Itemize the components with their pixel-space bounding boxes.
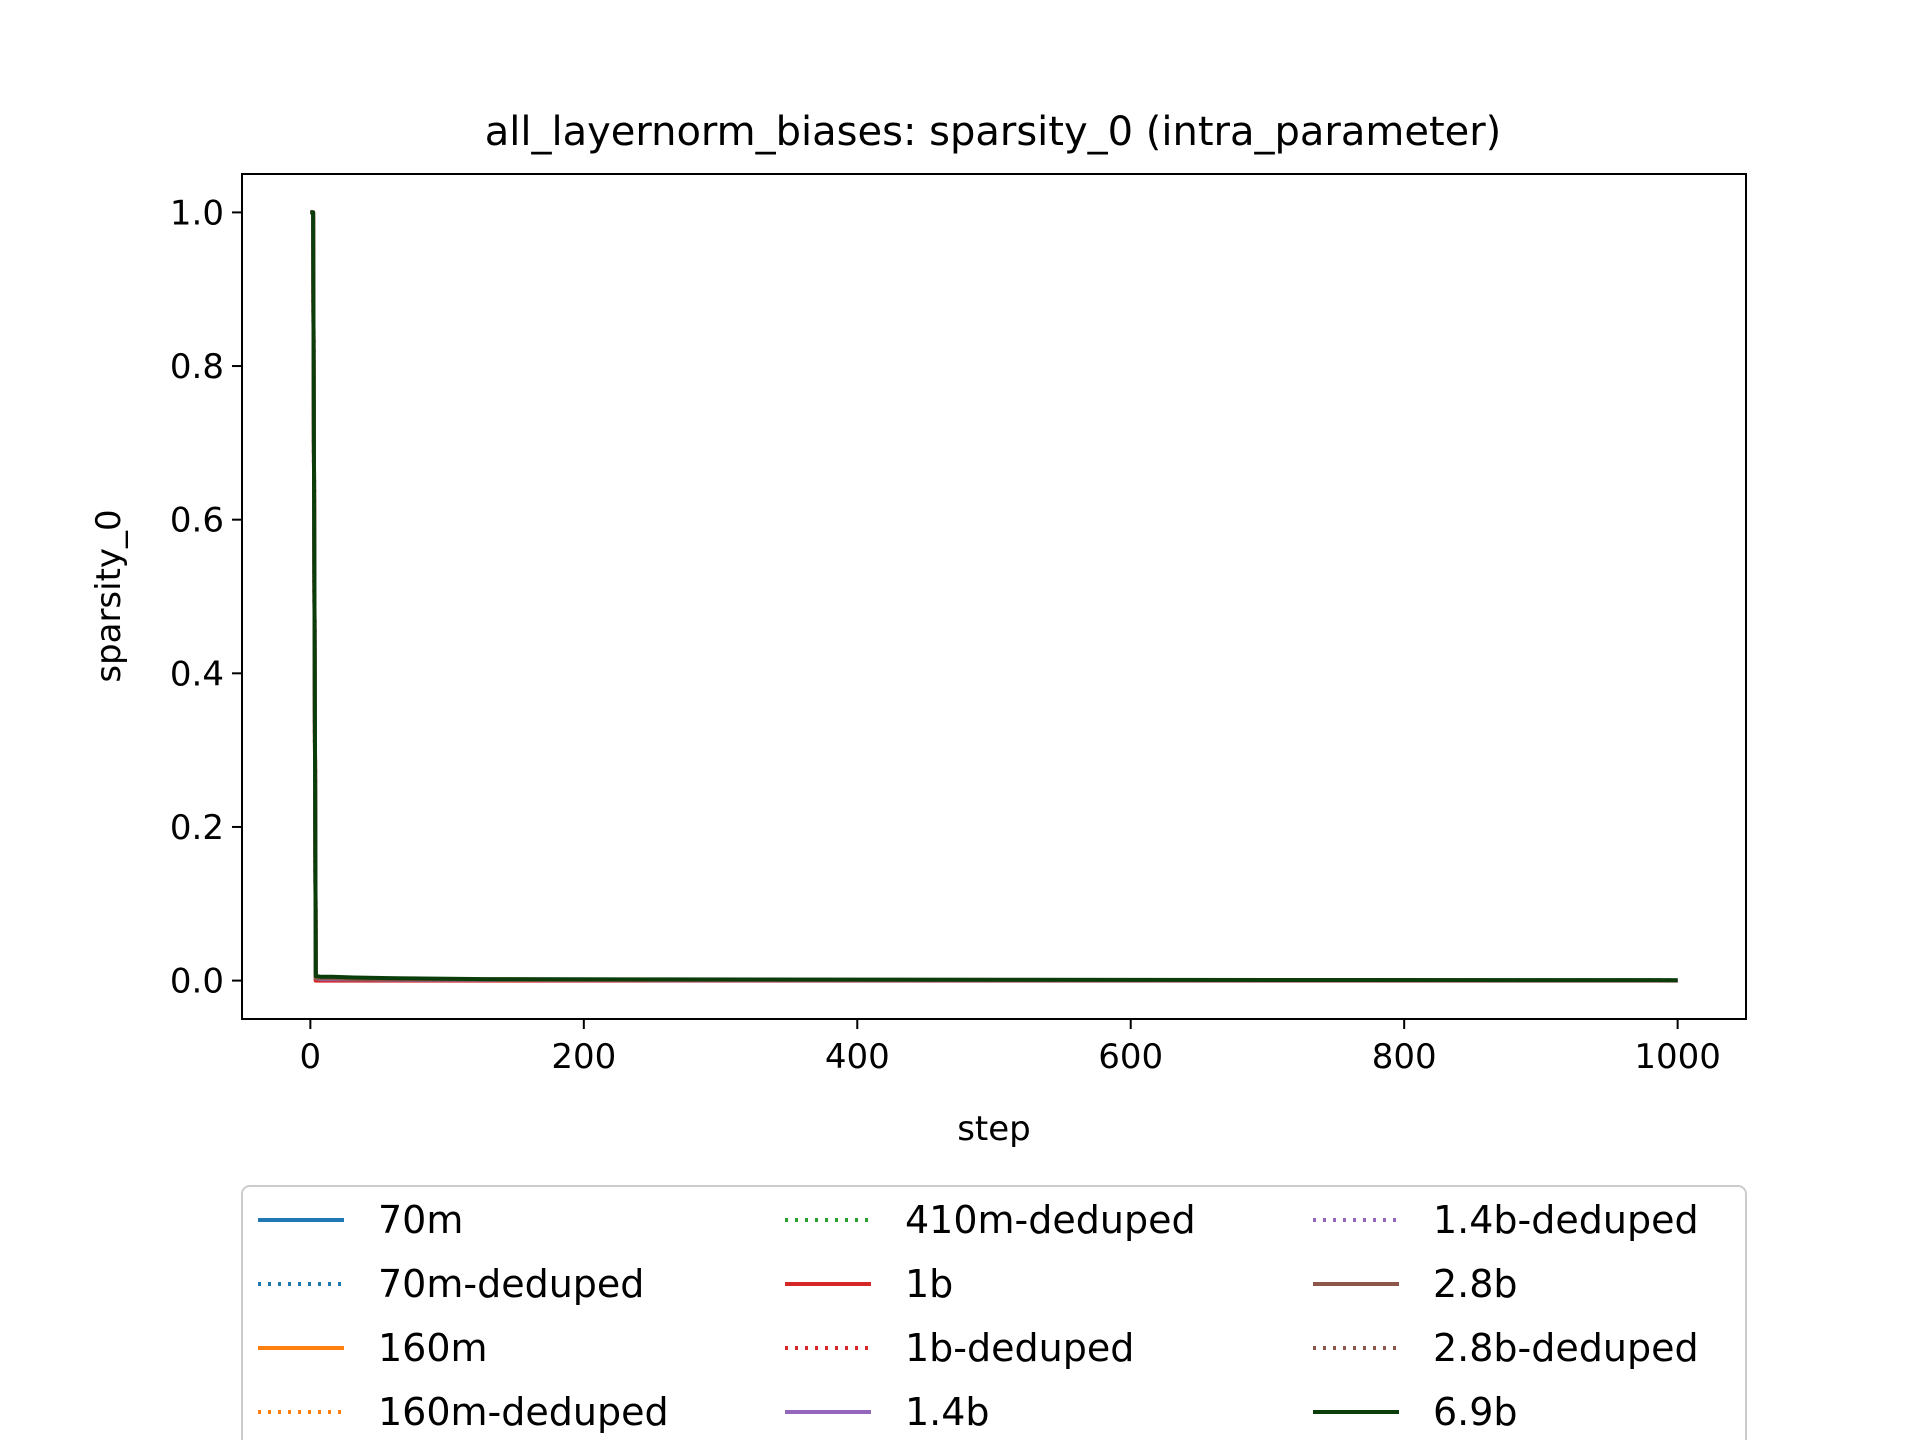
x-tick-label: 200 — [551, 1037, 616, 1077]
legend-label: 1.4b — [905, 1390, 990, 1434]
legend-item: 1b — [785, 1262, 953, 1306]
y-tick-label: 0.2 — [170, 808, 224, 848]
legend: 70m 70m-deduped 160m 160m-deduped 410m-dedup… — [241, 1185, 1747, 1440]
series-line-11 — [310, 210, 1678, 983]
legend-label: 1.4b-deduped — [1433, 1198, 1699, 1242]
x-axis-label: step — [957, 1109, 1031, 1149]
x-tick-label: 1000 — [1634, 1037, 1721, 1077]
legend-item: 2.8b-deduped — [1313, 1326, 1699, 1370]
legend-item: 410m-deduped — [785, 1198, 1196, 1242]
y-tick-label: 1.0 — [170, 193, 224, 233]
legend-label: 70m-deduped — [378, 1262, 644, 1306]
series-line-4 — [310, 210, 1678, 983]
legend-label: 160m — [378, 1326, 488, 1370]
series-line-6 — [310, 210, 1678, 983]
legend-label: 2.8b — [1433, 1262, 1518, 1306]
legend-item: 70m-deduped — [258, 1262, 644, 1306]
y-tick-label: 0.4 — [170, 654, 224, 694]
y-axis-label: sparsity_0 — [89, 509, 129, 682]
series-line-10 — [310, 210, 1678, 983]
y-tick-label: 0.0 — [170, 962, 224, 1002]
legend-label: 410m-deduped — [905, 1198, 1196, 1242]
x-axis-ticks: 0 200 400 600 800 1000 — [300, 1019, 1721, 1077]
y-tick-label: 0.8 — [170, 347, 224, 387]
x-tick-label: 0 — [300, 1037, 322, 1077]
series-line-0 — [310, 210, 1678, 983]
series-line-9 — [310, 210, 1678, 983]
series-line-7 — [310, 210, 1678, 983]
legend-label: 6.9b — [1433, 1390, 1518, 1434]
series-line-1 — [310, 210, 1678, 983]
x-tick-label: 600 — [1098, 1037, 1163, 1077]
x-tick-label: 800 — [1372, 1037, 1437, 1077]
legend-label: 2.8b-deduped — [1433, 1326, 1699, 1370]
y-axis-ticks: 0.0 0.2 0.4 0.6 0.8 1.0 — [170, 193, 242, 1002]
legend-items: 70m 70m-deduped 160m 160m-deduped 410m-dedup… — [258, 1198, 1699, 1434]
x-tick-label: 400 — [825, 1037, 890, 1077]
legend-item: 6.9b — [1313, 1390, 1518, 1434]
legend-item: 160m — [258, 1326, 488, 1370]
legend-item: 1b-deduped — [785, 1326, 1134, 1370]
legend-item: 70m — [258, 1198, 463, 1242]
legend-frame — [241, 1185, 1747, 1440]
legend-item: 1.4b — [785, 1390, 990, 1434]
legend-label: 160m-deduped — [378, 1390, 669, 1434]
series-line-8 — [310, 210, 1678, 983]
series-line-2 — [310, 210, 1678, 983]
legend-label: 1b-deduped — [905, 1326, 1134, 1370]
chart-title: all_layernorm_biases: sparsity_0 (intra_… — [485, 109, 1502, 155]
legend-item: 1.4b-deduped — [1313, 1198, 1699, 1242]
legend-item: 160m-deduped — [258, 1390, 669, 1434]
legend-label: 70m — [378, 1198, 463, 1242]
legend-item: 2.8b — [1313, 1262, 1518, 1306]
y-tick-label: 0.6 — [170, 501, 224, 541]
series-layer — [310, 210, 1678, 983]
series-line-5 — [310, 210, 1678, 983]
legend-label: 1b — [905, 1262, 953, 1306]
series-line-3 — [310, 210, 1678, 983]
plot-area-frame — [241, 173, 1747, 1020]
